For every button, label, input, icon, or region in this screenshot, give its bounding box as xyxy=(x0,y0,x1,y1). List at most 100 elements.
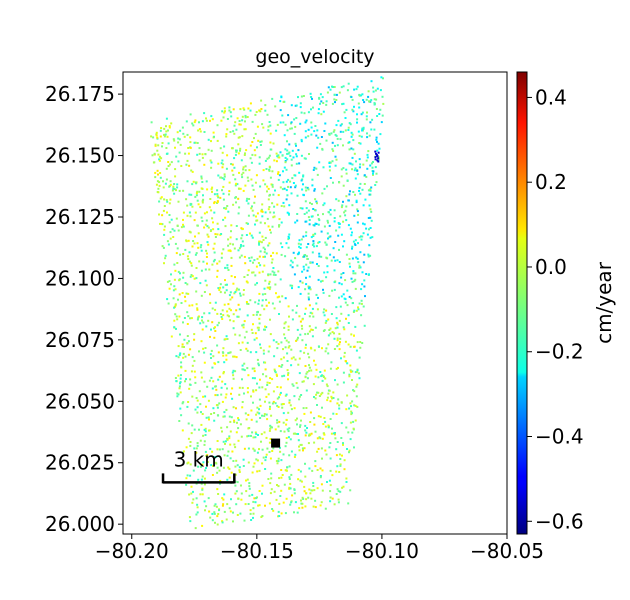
velocity-point xyxy=(204,430,207,433)
velocity-point xyxy=(306,377,309,380)
velocity-point xyxy=(285,198,288,201)
velocity-point xyxy=(185,163,188,166)
velocity-point xyxy=(180,165,183,167)
velocity-point xyxy=(243,276,246,278)
velocity-point xyxy=(308,275,311,278)
velocity-point xyxy=(286,428,289,431)
velocity-point xyxy=(187,461,190,464)
velocity-point xyxy=(214,394,217,397)
velocity-point xyxy=(259,110,262,113)
velocity-point xyxy=(190,274,193,276)
velocity-point xyxy=(340,123,343,126)
velocity-point xyxy=(296,304,298,307)
velocity-point xyxy=(250,178,253,181)
velocity-point xyxy=(203,443,206,446)
velocity-point xyxy=(241,240,244,243)
velocity-point xyxy=(279,186,282,189)
velocity-point xyxy=(201,488,204,491)
velocity-point xyxy=(266,217,269,220)
velocity-point xyxy=(347,431,350,434)
velocity-point xyxy=(324,321,327,324)
velocity-point xyxy=(300,140,303,143)
velocity-point xyxy=(171,189,174,192)
velocity-point xyxy=(261,270,264,273)
velocity-point xyxy=(367,90,370,93)
velocity-point xyxy=(205,284,208,287)
velocity-point xyxy=(299,243,302,246)
velocity-point xyxy=(228,467,231,470)
velocity-point xyxy=(313,188,316,191)
velocity-point xyxy=(159,172,162,174)
velocity-point xyxy=(243,519,246,522)
velocity-point xyxy=(258,255,261,258)
velocity-point xyxy=(177,229,180,232)
velocity-point xyxy=(297,149,300,152)
velocity-point xyxy=(190,262,193,265)
velocity-point xyxy=(186,405,189,408)
velocity-point xyxy=(331,289,334,292)
velocity-point xyxy=(180,366,183,369)
velocity-point xyxy=(335,470,338,473)
velocity-point xyxy=(261,210,264,213)
velocity-point xyxy=(234,291,237,293)
velocity-point xyxy=(307,285,310,288)
velocity-point xyxy=(226,438,229,441)
velocity-point xyxy=(305,189,308,192)
velocity-point xyxy=(210,166,213,169)
velocity-point xyxy=(167,302,170,305)
velocity-point xyxy=(298,162,301,165)
velocity-point xyxy=(331,148,334,151)
velocity-point xyxy=(194,195,197,198)
velocity-point xyxy=(223,111,226,114)
velocity-point xyxy=(268,429,271,432)
velocity-point xyxy=(153,152,156,155)
velocity-point xyxy=(273,355,276,358)
velocity-point xyxy=(163,127,166,130)
velocity-point xyxy=(241,234,244,237)
velocity-point xyxy=(226,454,229,457)
velocity-point xyxy=(280,96,283,99)
velocity-point xyxy=(251,471,254,474)
velocity-point xyxy=(189,136,192,139)
scale-bar-label: 3 km xyxy=(174,447,224,471)
velocity-point xyxy=(182,271,185,274)
velocity-point xyxy=(212,228,215,231)
velocity-point xyxy=(270,414,273,417)
velocity-point xyxy=(266,190,268,193)
velocity-point xyxy=(338,319,341,322)
velocity-point xyxy=(264,279,267,282)
velocity-point xyxy=(259,185,262,188)
velocity-point xyxy=(287,114,290,117)
velocity-point xyxy=(299,443,302,446)
velocity-point xyxy=(214,503,217,506)
velocity-point xyxy=(319,475,322,477)
velocity-point xyxy=(206,188,209,191)
velocity-point xyxy=(223,493,226,496)
velocity-point xyxy=(271,185,274,188)
velocity-point xyxy=(307,352,310,355)
velocity-point xyxy=(249,102,252,105)
velocity-point xyxy=(333,129,336,132)
velocity-point xyxy=(369,164,372,167)
velocity-point xyxy=(346,304,349,307)
velocity-point xyxy=(210,161,213,164)
colorbar-tick-label: 0.0 xyxy=(535,255,567,279)
velocity-point xyxy=(371,236,374,239)
velocity-point xyxy=(368,273,370,276)
velocity-point xyxy=(382,77,384,80)
velocity-point xyxy=(320,393,323,396)
velocity-point xyxy=(275,292,277,295)
velocity-point xyxy=(324,425,327,428)
velocity-point xyxy=(272,211,275,214)
velocity-point xyxy=(337,366,339,369)
y-tick-label: 26.075 xyxy=(45,328,115,352)
velocity-point xyxy=(247,413,250,416)
velocity-point xyxy=(236,117,239,120)
velocity-point xyxy=(356,257,359,260)
velocity-point xyxy=(231,163,234,166)
velocity-point xyxy=(327,352,330,355)
velocity-point xyxy=(222,415,225,418)
velocity-point xyxy=(284,394,287,397)
velocity-point xyxy=(216,233,219,236)
velocity-point xyxy=(289,264,292,267)
